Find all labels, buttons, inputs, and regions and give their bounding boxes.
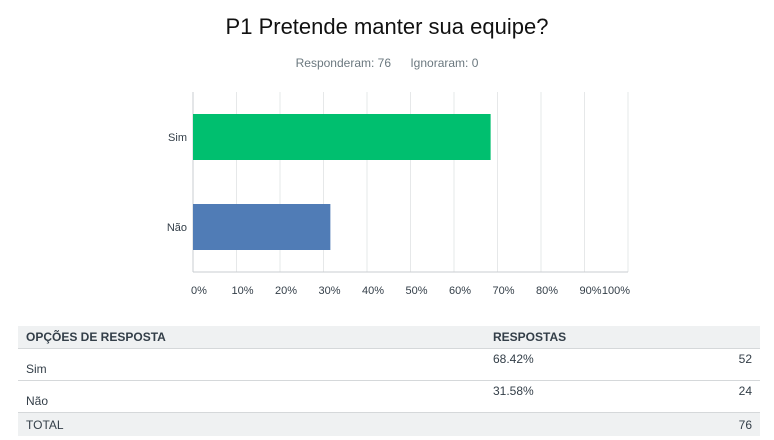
total-row: TOTAL 76 bbox=[18, 412, 760, 436]
header-responses: RESPOSTAS bbox=[485, 326, 760, 349]
x-tick-label: 10% bbox=[231, 285, 253, 297]
row-percent: 31.58% bbox=[485, 380, 667, 413]
category-label: Não bbox=[167, 222, 187, 234]
category-label: Sim bbox=[168, 132, 187, 144]
header-options: OPÇÕES DE RESPOSTA bbox=[18, 326, 485, 349]
question-title: P1 Pretende manter sua equipe? bbox=[225, 14, 549, 39]
x-tick-label: 50% bbox=[405, 285, 427, 297]
x-tick-label: 40% bbox=[362, 285, 384, 297]
x-tick-label: 100% bbox=[602, 285, 630, 297]
total-spacer bbox=[485, 412, 667, 436]
response-stats: Responderam: 76 Ignoraram: 0 bbox=[0, 56, 774, 70]
table-header-row: OPÇÕES DE RESPOSTA RESPOSTAS bbox=[18, 326, 760, 349]
x-tick-label: 80% bbox=[536, 285, 558, 297]
table-row: Sim 68.42% 52 bbox=[18, 348, 760, 381]
row-option: Não bbox=[18, 380, 485, 413]
skipped-count: Ignoraram: 0 bbox=[410, 56, 479, 70]
total-count: 76 bbox=[666, 412, 760, 436]
row-option: Sim bbox=[18, 348, 485, 381]
row-percent: 68.42% bbox=[485, 348, 667, 381]
row-count: 24 bbox=[666, 380, 760, 413]
bar bbox=[193, 204, 331, 250]
bar-chart: 0% 10% 20% 30% 40% 50% 60% 70% 80% 90% 100% Sim Não bbox=[167, 92, 630, 297]
bar bbox=[193, 114, 491, 160]
answered-count: Responderam: 76 bbox=[295, 56, 391, 70]
x-tick-label: 20% bbox=[275, 285, 297, 297]
x-tick-label: 60% bbox=[449, 285, 471, 297]
row-count: 52 bbox=[666, 348, 760, 381]
x-tick-label: 70% bbox=[492, 285, 514, 297]
x-tick-label: 30% bbox=[318, 285, 340, 297]
response-table: OPÇÕES DE RESPOSTA RESPOSTAS Sim 68.42% … bbox=[18, 326, 760, 436]
x-tick-label: 90% bbox=[579, 285, 601, 297]
x-tick-label: 0% bbox=[191, 285, 207, 297]
table-row: Não 31.58% 24 bbox=[18, 380, 760, 413]
total-label: TOTAL bbox=[18, 412, 485, 436]
